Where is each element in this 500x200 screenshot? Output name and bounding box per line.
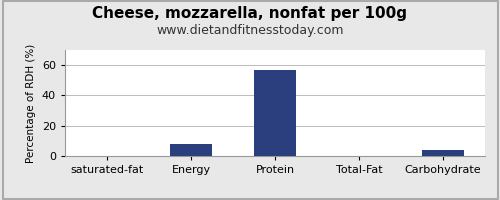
Text: www.dietandfitnesstoday.com: www.dietandfitnesstoday.com [156,24,344,37]
Y-axis label: Percentage of RDH (%): Percentage of RDH (%) [26,43,36,163]
Bar [170,144,212,156]
Bar [422,150,464,156]
Bar [254,70,296,156]
Text: Cheese, mozzarella, nonfat per 100g: Cheese, mozzarella, nonfat per 100g [92,6,407,21]
